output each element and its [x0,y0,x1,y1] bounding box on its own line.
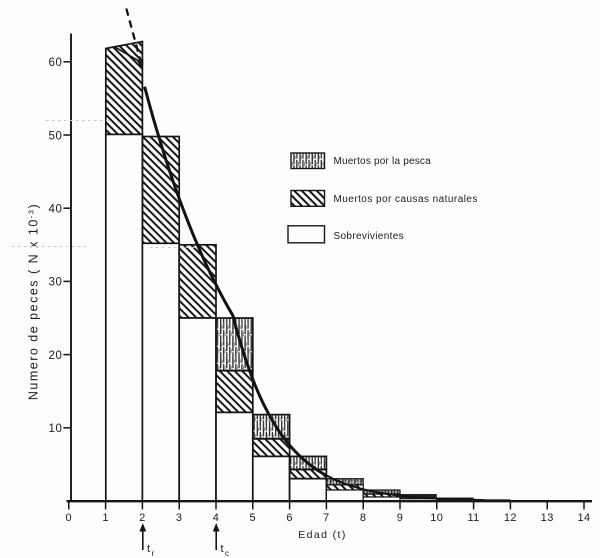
svg-text:12: 12 [504,512,517,524]
svg-text:c: c [225,549,229,558]
svg-text:60: 60 [49,57,63,69]
svg-text:20: 20 [49,350,63,362]
svg-text:8: 8 [360,512,367,524]
svg-text:4: 4 [213,512,220,524]
svg-text:5: 5 [250,512,257,524]
svg-text:t: t [221,543,224,555]
svg-text:Muertos por causas naturales: Muertos por causas naturales [334,194,478,205]
svg-text:9: 9 [397,512,404,524]
svg-text:14: 14 [577,512,590,524]
svg-text:30: 30 [49,277,63,289]
svg-text:t: t [147,543,150,555]
svg-text:0: 0 [66,512,73,524]
svg-text:6: 6 [286,512,293,524]
svg-text:40: 40 [49,204,63,216]
svg-text:r: r [152,549,155,558]
svg-text:Edad (t): Edad (t) [298,529,347,541]
svg-text:Numero de peces ( N x 10-3): Numero de peces ( N x 10-3) [27,203,41,400]
svg-text:10: 10 [430,512,443,524]
svg-text:10: 10 [49,423,63,435]
svg-text:11: 11 [467,512,479,524]
svg-text:2: 2 [139,512,146,524]
svg-text:13: 13 [541,512,554,524]
svg-text:3: 3 [176,512,183,524]
svg-text:7: 7 [323,512,330,524]
svg-text:1: 1 [102,512,109,524]
svg-text:50: 50 [49,130,63,142]
svg-text:Muertos por la pesca: Muertos por la pesca [334,156,432,167]
svg-text:Sobrevivientes: Sobrevivientes [334,231,405,242]
